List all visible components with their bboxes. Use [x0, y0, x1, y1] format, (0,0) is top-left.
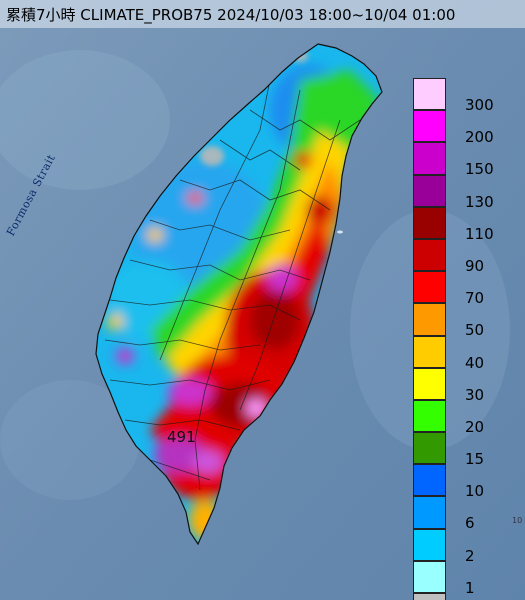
legend-swatch	[413, 303, 446, 336]
legend-row: 70	[413, 271, 497, 307]
legend-swatch	[413, 206, 446, 239]
coastline	[95, 43, 383, 546]
legend-label: 15	[465, 450, 485, 469]
legend-row: 110	[413, 206, 497, 243]
boundary-lines	[104, 79, 361, 491]
max-value-label: 491	[167, 428, 196, 446]
legend-swatch	[413, 142, 446, 175]
legend-swatch	[413, 78, 446, 111]
island-turtle	[337, 230, 343, 234]
legend-swatch	[413, 528, 446, 561]
legend-swatch	[413, 335, 446, 368]
legend-label: 150	[465, 160, 494, 179]
legend-label: 300	[465, 96, 494, 114]
legend-row: 2	[413, 528, 497, 565]
legend-label: 10	[465, 482, 485, 501]
legend-row: 15	[413, 432, 497, 468]
legend-swatch	[413, 271, 446, 304]
legend-swatch	[413, 174, 446, 207]
legend-row: 50	[413, 303, 497, 339]
legend-row: 40	[413, 335, 497, 372]
map-title: 累積7小時 CLIMATE_PROB75 2024/10/03 18:00~10…	[6, 6, 456, 24]
legend-row: 300	[413, 78, 497, 114]
legend-row	[413, 593, 497, 600]
legend-label: 2	[465, 546, 475, 565]
color-legend: 300 200 150 130 110 90 70 50 40 30 20 15 10 6 2 1	[413, 78, 497, 600]
legend-label: 30	[465, 385, 485, 404]
legend-row: 200	[413, 110, 497, 146]
legend-label: 130	[465, 192, 494, 211]
legend-swatch	[413, 593, 446, 600]
legend-swatch	[413, 432, 446, 465]
legend-row: 10	[413, 464, 497, 500]
legend-row: 20	[413, 399, 497, 436]
legend-label: 6	[465, 514, 475, 533]
legend-swatch	[413, 496, 446, 529]
header-band	[0, 0, 525, 28]
legend-label: 70	[465, 289, 485, 308]
legend-row: 90	[413, 238, 497, 275]
legend-swatch	[413, 464, 446, 497]
legend-swatch	[413, 238, 446, 272]
legend-label: 110	[465, 224, 494, 243]
legend-row: 130	[413, 174, 497, 211]
legend-row: 150	[413, 142, 497, 178]
legend-row: 1	[413, 560, 497, 597]
legend-label: 20	[465, 417, 485, 436]
legend-label: 200	[465, 128, 494, 147]
legend-label: 40	[465, 353, 485, 372]
legend-row: 6	[413, 496, 497, 532]
legend-swatch	[413, 560, 446, 593]
legend-label: 90	[465, 256, 485, 275]
legend-swatch	[413, 110, 446, 143]
legend-row: 30	[413, 367, 497, 404]
corner-mark: 10	[512, 516, 523, 525]
legend-label: 50	[465, 321, 485, 340]
legend-label: 1	[465, 578, 475, 597]
legend-swatch	[413, 367, 446, 400]
legend-swatch	[413, 399, 446, 433]
